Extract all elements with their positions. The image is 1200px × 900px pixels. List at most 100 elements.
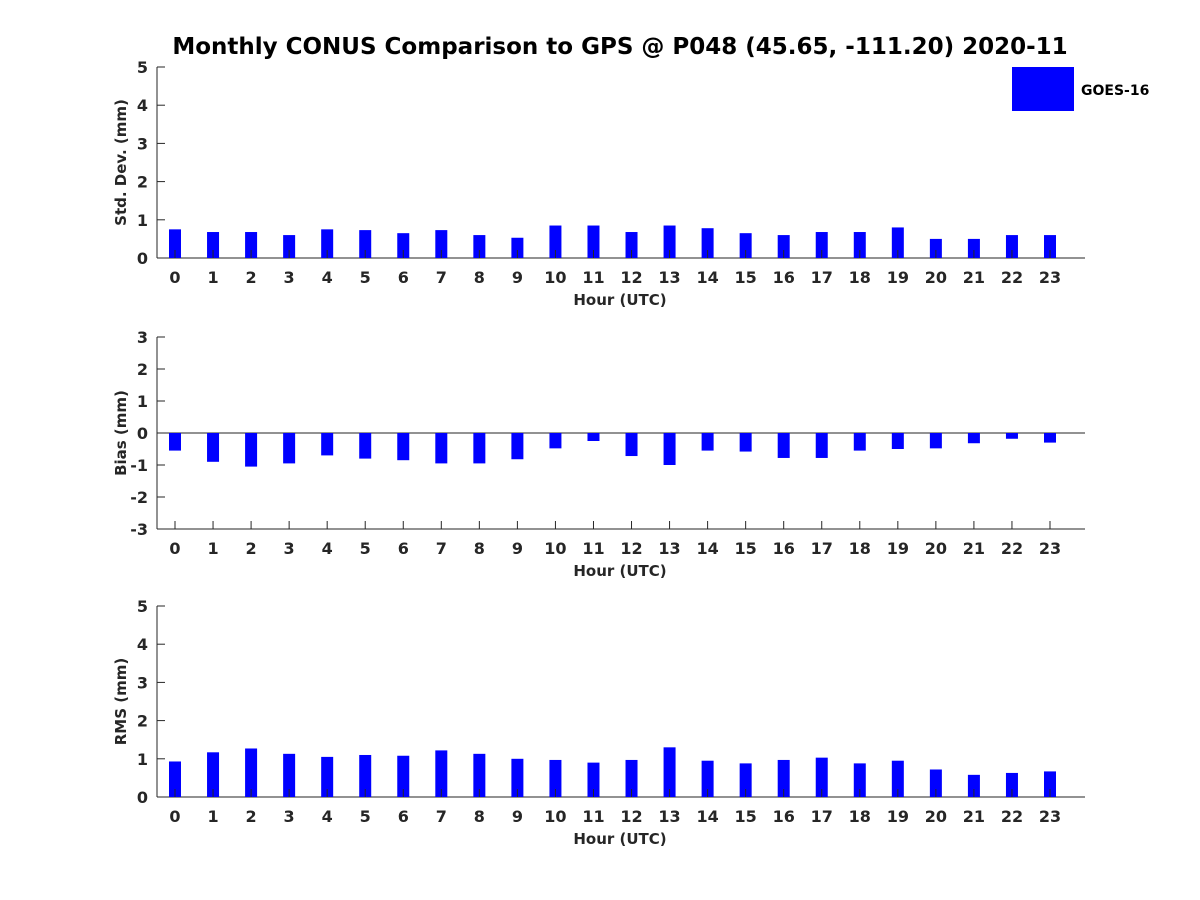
bar-0 (169, 229, 181, 258)
y-tick-label: 1 (137, 392, 148, 411)
bar-22 (1005, 235, 1018, 258)
bar-2 (245, 748, 258, 797)
bar-20 (929, 238, 942, 258)
x-tick-label: 6 (398, 268, 409, 287)
bar-14 (701, 760, 714, 797)
x-tick-label: 9 (512, 539, 523, 558)
x-tick-label: 18 (849, 268, 871, 287)
x-tick-label: 18 (849, 539, 871, 558)
bar-11 (587, 762, 600, 797)
bar-23 (1044, 235, 1056, 258)
y-tick-label: -1 (130, 456, 148, 475)
x-tick-label: 0 (169, 539, 180, 558)
bar-7 (435, 750, 448, 797)
legend: GOES-16 (1012, 67, 1149, 111)
bar-5 (359, 754, 372, 797)
bar-13 (663, 747, 676, 797)
x-tick-label: 4 (322, 807, 333, 826)
bar-4 (321, 756, 334, 797)
y-tick-label: 2 (137, 712, 148, 731)
bar-14 (701, 228, 714, 258)
bar-17 (815, 757, 828, 797)
bar-16 (777, 433, 790, 458)
x-tick-label: 1 (207, 539, 218, 558)
x-tick-label: 20 (925, 807, 947, 826)
chart-title: Monthly CONUS Comparison to GPS @ P048 (… (172, 34, 1067, 60)
bar-8 (473, 235, 486, 258)
bar-10 (549, 433, 562, 449)
y-tick-label: 4 (137, 635, 148, 654)
x-tick-label: 8 (474, 807, 485, 826)
bar-1 (207, 752, 220, 797)
bar-4 (321, 433, 334, 456)
x-tick-label: 13 (658, 539, 680, 558)
x-tick-label: 1 (207, 268, 218, 287)
bar-4 (321, 229, 334, 258)
bar-2 (245, 433, 258, 467)
x-tick-label: 15 (735, 807, 757, 826)
x-tick-label: 6 (398, 539, 409, 558)
y-tick-label: 3 (137, 328, 148, 347)
x-axis-label: Hour (UTC) (573, 291, 666, 309)
bar-16 (777, 235, 790, 258)
x-tick-label: 19 (887, 807, 909, 826)
x-tick-label: 7 (436, 268, 447, 287)
bar-11 (587, 433, 600, 441)
x-tick-label: 10 (544, 268, 566, 287)
x-tick-label: 5 (360, 539, 371, 558)
x-tick-label: 18 (849, 807, 871, 826)
bar-5 (359, 433, 372, 459)
bar-18 (853, 763, 866, 797)
bar-21 (967, 433, 980, 444)
x-tick-label: 9 (512, 268, 523, 287)
x-tick-label: 2 (246, 539, 257, 558)
legend-label: GOES-16 (1081, 83, 1149, 99)
x-axis-label: Hour (UTC) (573, 562, 666, 580)
bar-8 (473, 753, 486, 797)
bar-2 (245, 232, 258, 258)
x-tick-label: 22 (1001, 268, 1023, 287)
x-tick-label: 21 (963, 268, 985, 287)
x-tick-label: 12 (620, 807, 642, 826)
bar-10 (549, 225, 562, 258)
x-tick-label: 3 (284, 807, 295, 826)
x-tick-label: 10 (544, 539, 566, 558)
bar-14 (701, 433, 714, 451)
x-tick-label: 21 (963, 807, 985, 826)
y-tick-label: 4 (137, 96, 148, 115)
bar-20 (929, 433, 942, 449)
bar-21 (967, 238, 980, 258)
bar-20 (929, 769, 942, 797)
x-tick-label: 8 (474, 268, 485, 287)
bar-9 (511, 237, 524, 258)
x-tick-label: 3 (284, 268, 295, 287)
x-tick-label: 10 (544, 807, 566, 826)
x-tick-label: 19 (887, 539, 909, 558)
bar-17 (815, 433, 828, 458)
x-tick-label: 4 (322, 268, 333, 287)
x-axis-label: Hour (UTC) (573, 830, 666, 848)
bar-12 (625, 759, 638, 797)
bar-22 (1005, 433, 1018, 439)
legend-swatch (1012, 67, 1074, 111)
x-tick-label: 0 (169, 268, 180, 287)
bar-9 (511, 433, 524, 460)
bar-3 (283, 433, 296, 464)
bar-10 (549, 759, 562, 797)
bar-13 (663, 225, 676, 258)
bar-1 (207, 232, 220, 258)
bar-3 (283, 235, 296, 258)
x-tick-label: 0 (169, 807, 180, 826)
bar-23 (1044, 771, 1056, 797)
bar-19 (891, 433, 904, 449)
bar-21 (967, 774, 980, 797)
x-tick-label: 15 (735, 268, 757, 287)
bar-19 (891, 227, 904, 258)
bar-8 (473, 433, 486, 464)
bar-15 (739, 763, 752, 797)
bar-9 (511, 758, 524, 797)
y-axis-label: Std. Dev. (mm) (112, 99, 130, 226)
